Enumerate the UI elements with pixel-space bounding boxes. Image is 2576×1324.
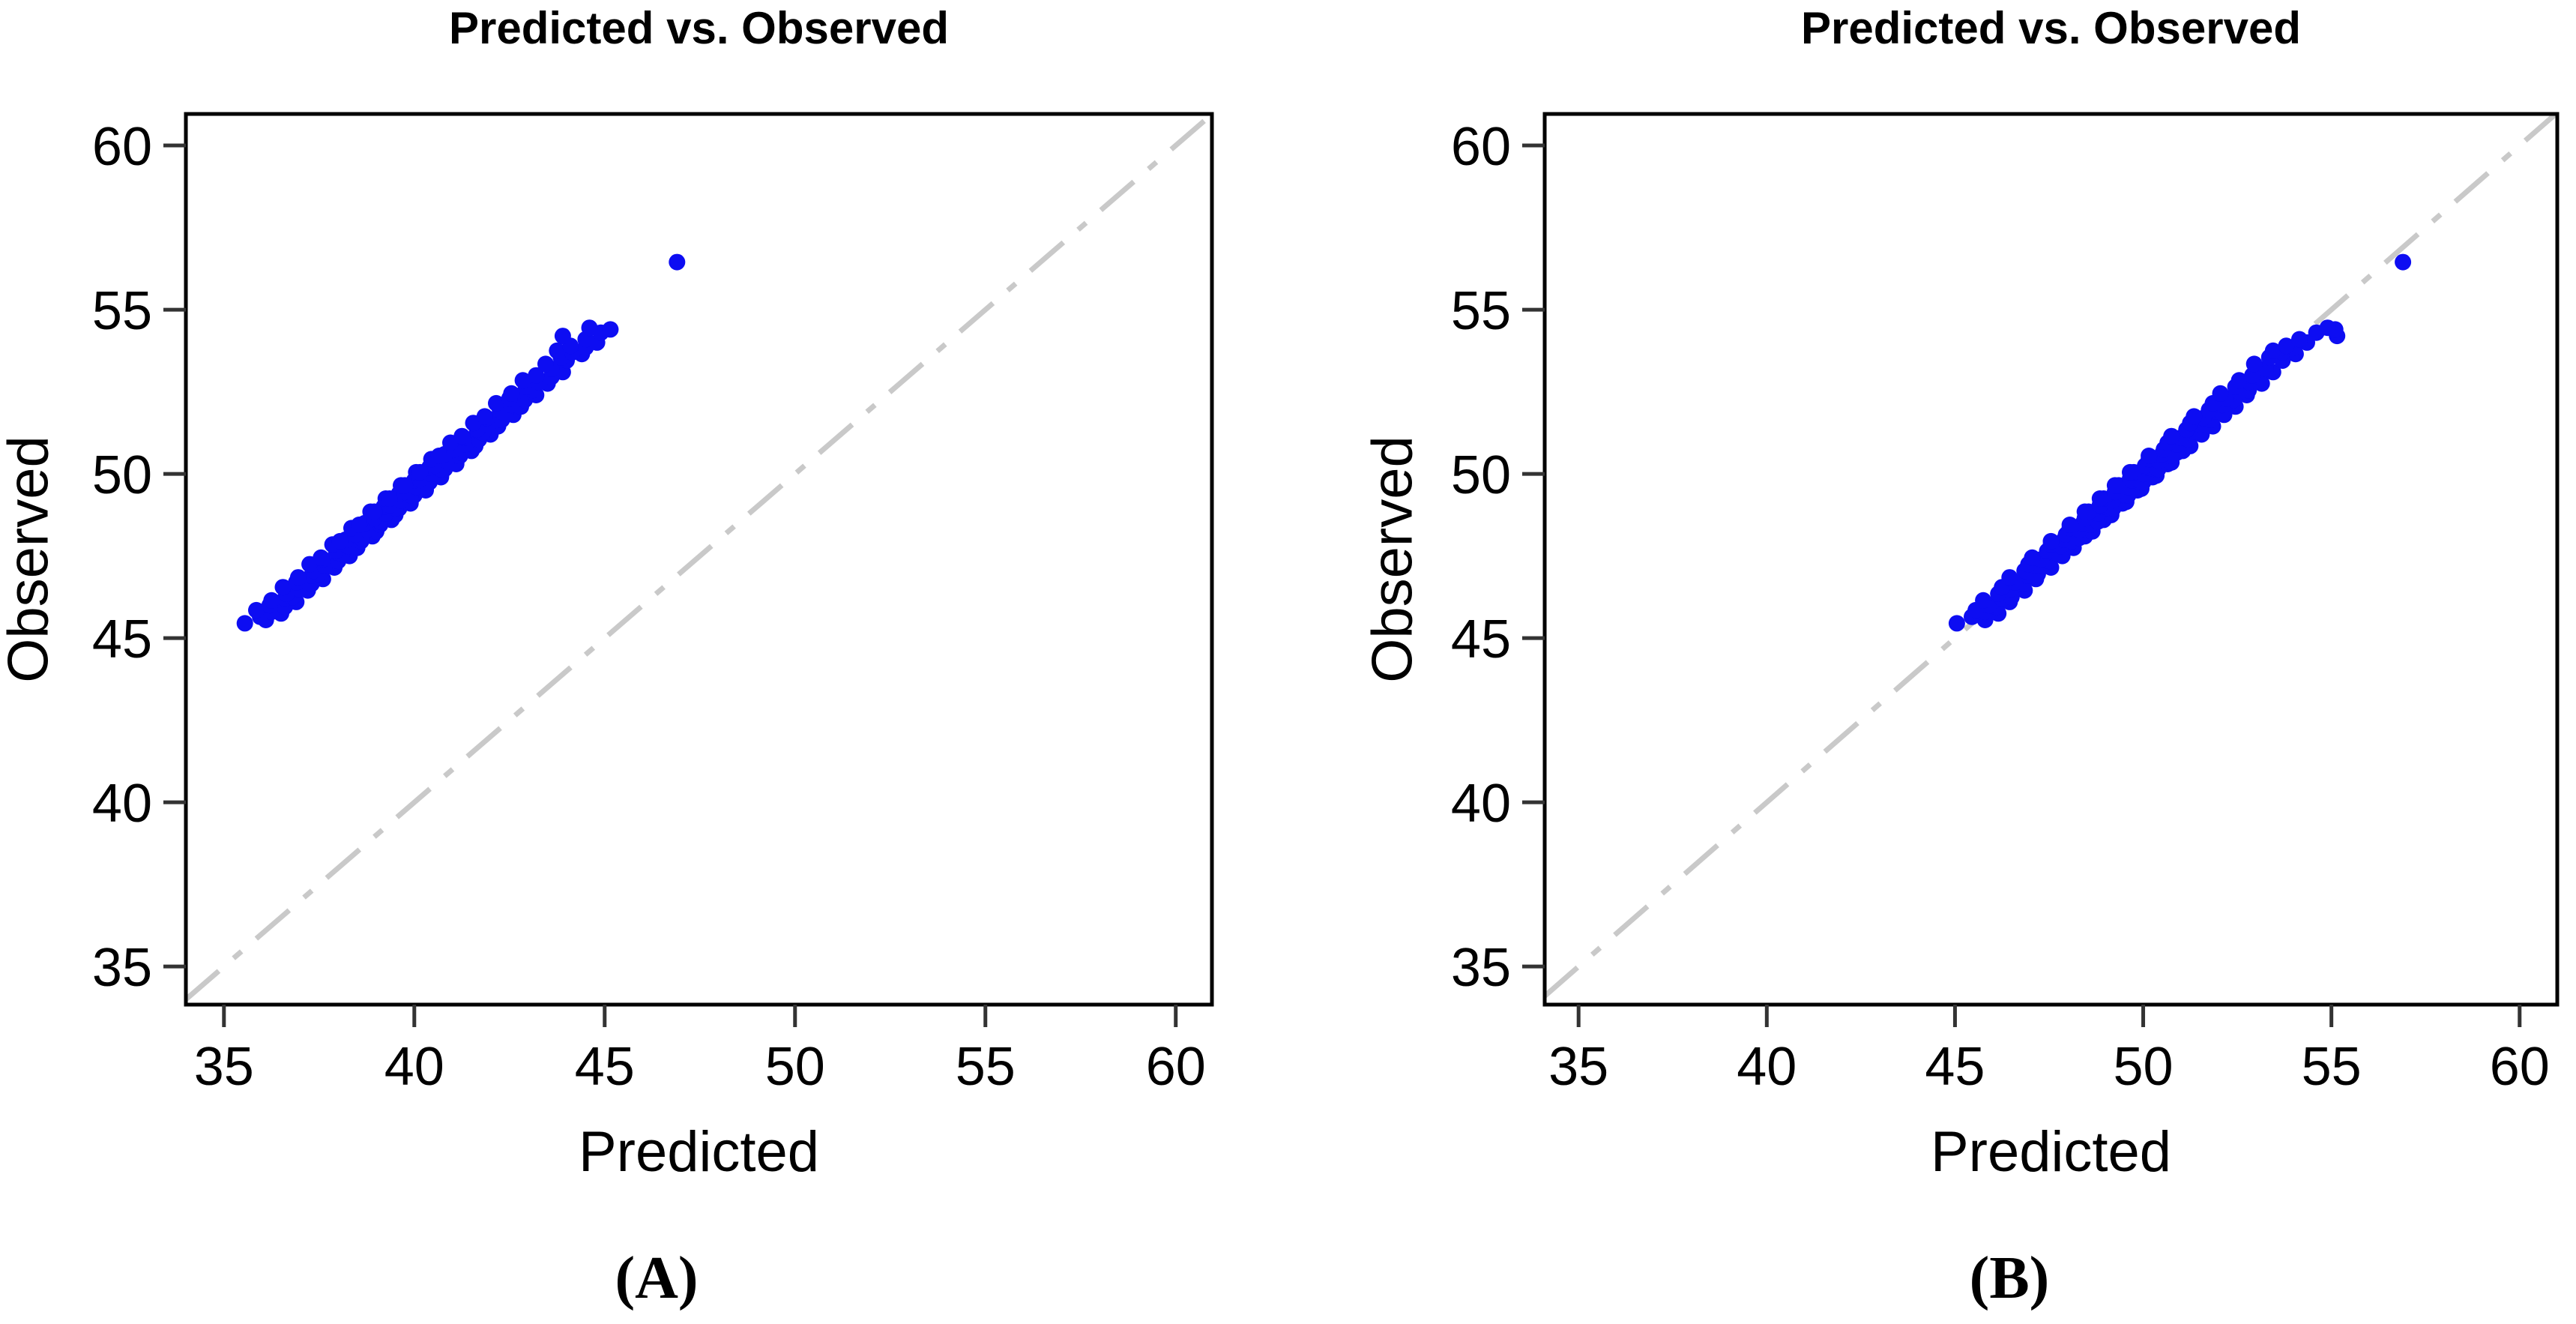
data-point [537, 355, 554, 373]
y-tick-label: 45 [92, 610, 152, 669]
data-point [2001, 569, 2018, 586]
data-point [2106, 477, 2123, 494]
data-point [2278, 337, 2295, 355]
data-points [236, 253, 686, 632]
identity-line [184, 112, 1214, 1002]
x-tick-label: 50 [765, 1037, 825, 1097]
data-point [2061, 517, 2078, 533]
y-axis-title-a: Observed [0, 436, 61, 683]
data-point [1975, 592, 1992, 609]
data-point [503, 385, 520, 402]
panel-caption-a: (A) [615, 1245, 699, 1311]
data-point [2212, 385, 2229, 402]
data-point [396, 477, 414, 494]
data-point [351, 517, 368, 533]
data-point [2141, 448, 2158, 464]
panel-caption-b: (B) [1969, 1245, 2050, 1311]
plot-box [1542, 112, 2560, 1007]
data-point [476, 408, 493, 425]
data-point [2186, 408, 2203, 425]
panel-a: Predicted vs. Observed Observed 35 40 45 50… [0, 3, 1214, 1311]
data-point [514, 372, 531, 389]
y-tick-label: 55 [92, 281, 152, 341]
x-tick-label: 45 [1925, 1037, 1985, 1097]
data-point [2076, 503, 2093, 520]
data-point [411, 463, 429, 481]
y-axis: 35 40 45 50 55 60 [92, 117, 186, 998]
data-point [381, 490, 398, 507]
x-tick-label: 40 [384, 1037, 444, 1097]
y-tick-label: 35 [92, 938, 152, 998]
data-point [2319, 319, 2336, 337]
x-axis-title-b: Predicted [1930, 1120, 2172, 1184]
y-tick-label: 40 [92, 774, 152, 834]
data-point [453, 427, 471, 445]
data-points [1948, 253, 2412, 632]
x-tick-label: 60 [2490, 1037, 2550, 1097]
data-point [2091, 490, 2108, 507]
data-point [2230, 372, 2248, 389]
data-point [2042, 532, 2060, 550]
y-tick-label: 35 [1451, 938, 1511, 998]
scatter-plot-a: 35 40 45 50 55 60 35 40 45 50 55 60 [92, 112, 1214, 1097]
chart-title-a: Predicted vs. Observed [449, 3, 949, 53]
x-tick-label: 50 [2113, 1037, 2173, 1097]
y-tick-label: 45 [1451, 610, 1511, 669]
x-tick-label: 55 [956, 1037, 1016, 1097]
data-point [274, 579, 292, 596]
data-point [2163, 427, 2180, 445]
y-tick-label: 50 [92, 445, 152, 505]
x-axis-title-a: Predicted [578, 1120, 820, 1184]
scatter-plot-b: 35 40 45 50 55 60 35 40 45 50 55 60 [1451, 112, 2560, 1097]
x-tick-label: 40 [1737, 1037, 1797, 1097]
x-tick-label: 55 [2302, 1037, 2362, 1097]
y-tick-label: 50 [1451, 445, 1511, 505]
y-axis-title-b: Observed [1360, 436, 1425, 683]
y-tick-label: 60 [92, 117, 152, 177]
data-point [488, 394, 504, 412]
data-point [331, 532, 349, 550]
x-tick-label: 45 [575, 1037, 635, 1097]
x-axis: 35 40 45 50 55 60 [194, 1005, 1206, 1097]
data-point [236, 615, 253, 632]
data-point [2024, 549, 2041, 566]
chart-title-b: Predicted vs. Observed [1801, 3, 2301, 53]
data-point [2395, 253, 2412, 271]
plot-box [184, 112, 1214, 1007]
data-point [2264, 342, 2281, 359]
data-point [602, 321, 619, 338]
x-tick-label: 35 [1548, 1037, 1608, 1097]
data-point [248, 601, 265, 619]
data-point [2245, 355, 2263, 373]
x-tick-label: 35 [194, 1037, 254, 1097]
y-tick-label: 40 [1451, 774, 1511, 834]
data-point [366, 503, 383, 520]
y-axis: 35 40 45 50 55 60 [1451, 117, 1545, 998]
data-point [581, 319, 598, 337]
data-point [2291, 331, 2308, 348]
data-point [554, 328, 571, 345]
data-point [669, 253, 686, 271]
panel-b: Predicted vs. Observed Observed 35 40 45 50… [1288, 0, 2576, 1324]
data-point [430, 448, 447, 464]
x-tick-label: 60 [1146, 1037, 1206, 1097]
data-point [528, 367, 545, 384]
data-point [549, 342, 566, 359]
x-axis: 35 40 45 50 55 60 [1548, 1005, 2550, 1097]
data-point [289, 569, 307, 586]
data-point [313, 549, 330, 566]
data-point [2122, 463, 2138, 481]
data-point [1948, 615, 1965, 632]
y-tick-label: 55 [1451, 281, 1511, 341]
y-tick-label: 60 [1451, 117, 1511, 177]
data-point [263, 592, 280, 609]
